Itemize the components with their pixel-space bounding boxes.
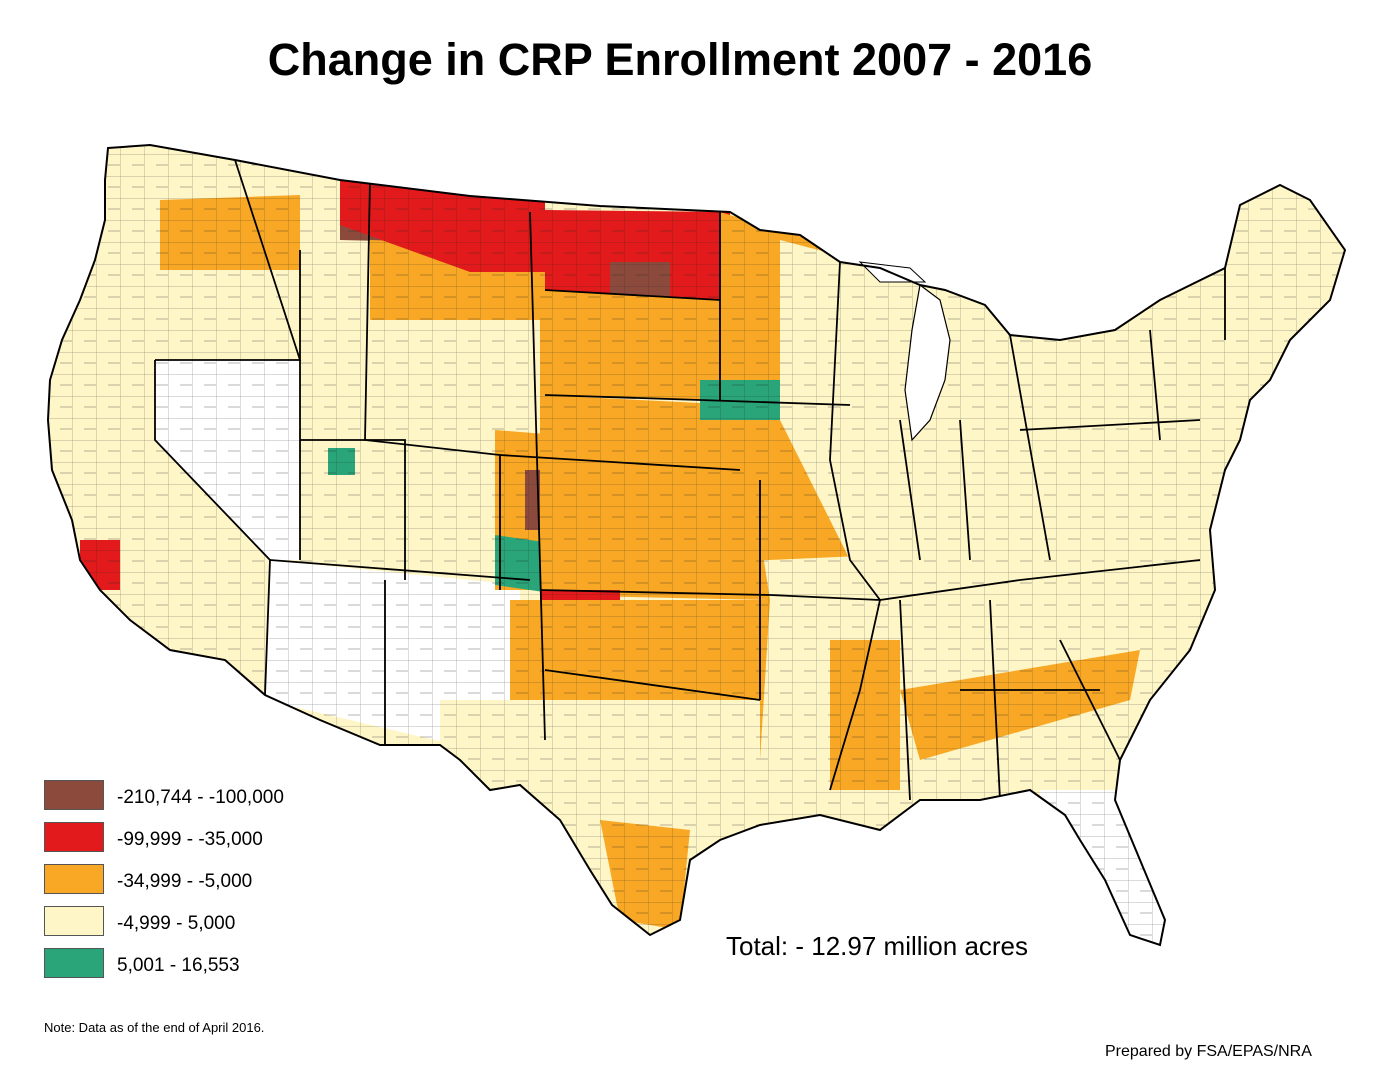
legend-label: 5,001 - 16,553 <box>117 955 240 976</box>
legend-swatch <box>44 948 104 978</box>
legend-label: -34,999 - -5,000 <box>117 871 253 892</box>
legend-swatch <box>44 780 104 810</box>
state-boundaries <box>154 159 1226 801</box>
total-label: Total: - 12.97 million acres <box>726 931 1029 961</box>
legend-swatch <box>44 864 104 894</box>
credit-label: Prepared by FSA/EPAS/NRA <box>1105 1043 1312 1060</box>
page-title: Change in CRP Enrollment 2007 - 2016 <box>267 34 1093 85</box>
legend-swatch <box>44 822 104 852</box>
data-note: Note: Data as of the end of April 2016. <box>44 1020 265 1035</box>
legend-label: -210,744 - -100,000 <box>117 787 284 808</box>
legend-swatch <box>44 906 104 936</box>
legend-label: -4,999 - 5,000 <box>117 913 236 934</box>
legend-label: -99,999 - -35,000 <box>117 829 263 850</box>
lake-michigan <box>904 283 951 442</box>
